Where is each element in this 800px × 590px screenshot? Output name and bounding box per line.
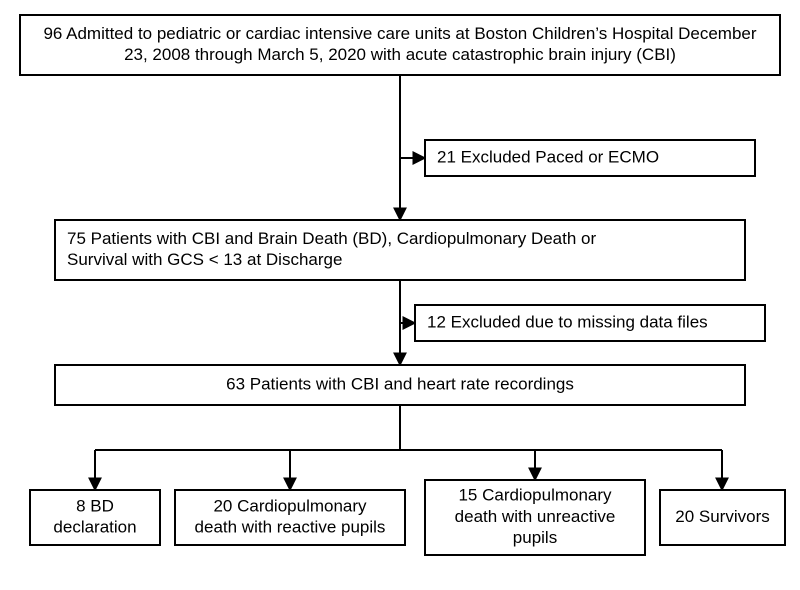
flow-node-text: 20 Survivors xyxy=(675,507,769,526)
flow-node-cbi_hr: 63 Patients with CBI and heart rate reco… xyxy=(55,365,745,405)
flow-node-text: 23, 2008 through March 5, 2020 with acut… xyxy=(124,45,676,64)
flow-node-text: death with unreactive xyxy=(455,507,616,526)
flow-node-cp_unreactive: 15 Cardiopulmonary death with unreactive p… xyxy=(425,480,645,555)
flow-node-text: 75 Patients with CBI and Brain Death (BD… xyxy=(67,229,596,248)
flow-node-text: 12 Excluded due to missing data files xyxy=(427,312,708,331)
flow-node-text: 63 Patients with CBI and heart rate reco… xyxy=(226,374,574,393)
flow-node-excluded_missing: 12 Excluded due to missing data files xyxy=(415,305,765,341)
flow-node-cp_reactive: 20 Cardiopulmonary death with reactive pu… xyxy=(175,490,405,545)
flow-node-text: pupils xyxy=(513,528,557,547)
flow-node-text: 96 Admitted to pediatric or cardiac inte… xyxy=(43,24,756,43)
flow-node-text: 20 Cardiopulmonary xyxy=(213,496,367,515)
flow-node-bd_decl: 8 BD declaration xyxy=(30,490,160,545)
flow-node-text: 21 Excluded Paced or ECMO xyxy=(437,147,659,166)
flow-node-text: declaration xyxy=(53,518,136,537)
flow-node-excluded_ecmo: 21 Excluded Paced or ECMO xyxy=(425,140,755,176)
flow-node-cbi_bd: 75 Patients with CBI and Brain Death (BD… xyxy=(55,220,745,280)
flow-node-text: 15 Cardiopulmonary xyxy=(458,486,612,505)
flow-node-text: Survival with GCS < 13 at Discharge xyxy=(67,250,342,269)
flow-node-survivors: 20 Survivors xyxy=(660,490,785,545)
flow-node-admitted: 96 Admitted to pediatric or cardiac inte… xyxy=(20,15,780,75)
flow-node-text: death with reactive pupils xyxy=(195,518,386,537)
flow-node-text: 8 BD xyxy=(76,496,114,515)
